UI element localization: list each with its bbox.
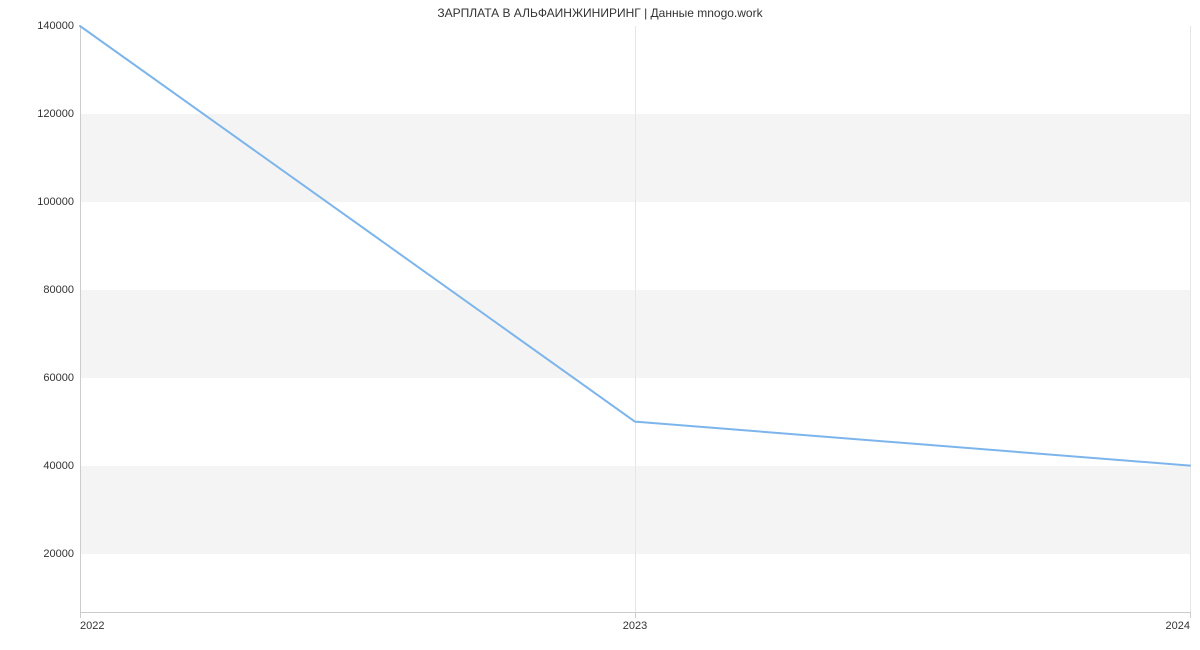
y-tick-label: 120000: [37, 108, 80, 120]
y-tick-label: 100000: [37, 196, 80, 208]
salary-chart: ЗАРПЛАТА В АЛЬФАИНЖИНИРИНГ | Данные mnog…: [0, 0, 1200, 650]
gridline-vertical: [1190, 26, 1191, 612]
x-tick-label: 2023: [623, 612, 647, 632]
y-tick-label: 40000: [43, 460, 80, 472]
y-tick-label: 80000: [43, 284, 80, 296]
x-tick-mark: [1190, 612, 1191, 618]
x-axis-line: [80, 612, 1190, 613]
y-tick-label: 140000: [37, 20, 80, 32]
y-tick-label: 60000: [43, 372, 80, 384]
series-layer: [80, 26, 1190, 612]
series-line-salary: [80, 26, 1190, 466]
x-tick-label: 2024: [1166, 612, 1190, 632]
y-tick-label: 20000: [43, 548, 80, 560]
chart-title: ЗАРПЛАТА В АЛЬФАИНЖИНИРИНГ | Данные mnog…: [0, 6, 1200, 20]
plot-area: 2022202320242000040000600008000010000012…: [80, 26, 1190, 612]
x-tick-label: 2022: [80, 612, 104, 632]
